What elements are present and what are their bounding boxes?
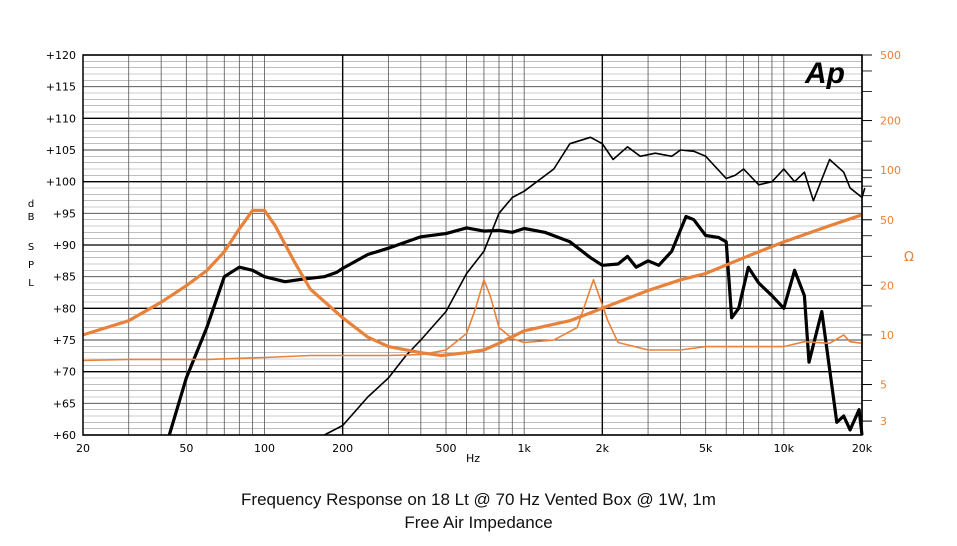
y2-tick-label: 50 <box>880 214 894 227</box>
x-tick-label: 200 <box>332 442 353 455</box>
series-line-free-air-impedance <box>82 278 863 362</box>
y-tick-label: +75 <box>53 334 76 347</box>
y-tick-label: +100 <box>46 176 76 189</box>
x-tick-label: 20 <box>76 442 90 455</box>
y-tick-label: +90 <box>53 239 76 252</box>
y-tick-label: +110 <box>46 112 76 125</box>
x-tick-label: 2k <box>596 442 610 455</box>
y2-tick-label: 10 <box>880 329 894 342</box>
y-tick-label: +105 <box>46 144 76 157</box>
y-tick-label: +85 <box>53 271 76 284</box>
curves <box>82 136 866 436</box>
chart-subtitle: Free Air Impedance <box>404 513 553 532</box>
y-axis-label-char: d <box>28 199 34 210</box>
x-tick-label: 1k <box>517 442 531 455</box>
y-tick-label: +95 <box>53 207 76 220</box>
x-tick-label: 5k <box>699 442 713 455</box>
y2-tick-label: 200 <box>880 115 901 128</box>
y2-tick-label: 3 <box>880 415 887 428</box>
plot-frame <box>82 54 863 436</box>
y2-tick-label: 20 <box>880 279 894 292</box>
x-tick-label: 100 <box>254 442 275 455</box>
ap-logo: Ap <box>804 57 845 90</box>
y2-tick-label: 500 <box>880 49 901 62</box>
y-axis-label-char: S <box>28 242 34 253</box>
y-axis-label-char: P <box>28 260 34 271</box>
x-tick-label: 500 <box>435 442 456 455</box>
y-axis-label-char: B <box>28 212 35 223</box>
axes: 20 50 100 200 500 1k 2k 5k 10k 20k +60 +65 +70 +75 +80… <box>28 49 914 465</box>
y2-tick-label: 100 <box>880 164 901 177</box>
x-tick-label: 50 <box>179 442 193 455</box>
y-tick-label: +65 <box>53 397 76 410</box>
series-line-impedance-vented-box <box>82 208 863 358</box>
y2-axis-label: Ω <box>904 250 914 265</box>
x-tick-label: 20k <box>852 442 873 455</box>
grid <box>82 54 863 436</box>
series-line-spl-vented-box <box>167 214 864 436</box>
y-tick-label: +80 <box>53 302 76 315</box>
y-axis-label-char: L <box>28 278 34 289</box>
y-tick-label: +70 <box>53 366 76 379</box>
y2-tick-label: 5 <box>880 379 887 392</box>
y-tick-label: +115 <box>46 81 76 94</box>
series-line-spl-free-air <box>323 136 866 436</box>
x-tick-label: 10k <box>774 442 795 455</box>
chart-title: Frequency Response on 18 Lt @ 70 Hz Vent… <box>241 490 716 509</box>
y-tick-label: +60 <box>53 429 76 442</box>
x-axis-label: Hz <box>466 452 480 465</box>
y-tick-label: +120 <box>46 49 76 62</box>
